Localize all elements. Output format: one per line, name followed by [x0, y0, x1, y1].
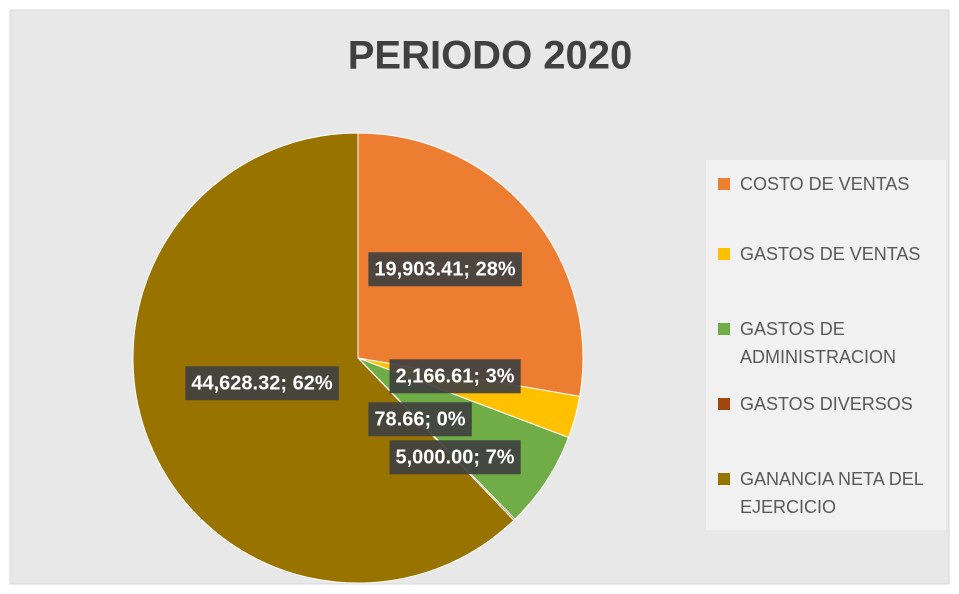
legend-item: GASTOS DE VENTAS: [718, 240, 943, 268]
legend-label: COSTO DE VENTAS: [740, 174, 910, 194]
data-label: 5,000.00; 7%: [396, 446, 515, 468]
data-label-box: [368, 252, 522, 287]
legend-swatch: [718, 178, 730, 190]
chart-title: PERIODO 2020: [348, 34, 633, 78]
legend-swatch: [718, 398, 730, 410]
data-label: 44,628.32; 62%: [191, 372, 332, 394]
data-label-box: [185, 366, 339, 401]
legend-item: COSTO DE VENTAS: [718, 170, 943, 198]
legend-item: GASTOS DE ADMINISTRACION: [718, 315, 943, 371]
legend-label: GASTOS DE ADMINISTRACION: [740, 319, 897, 367]
data-label: 78.66; 0%: [374, 408, 465, 430]
legend-swatch: [718, 248, 730, 260]
legend-item: GANANCIA NETA DEL EJERCICIO: [718, 465, 943, 521]
data-label-box: [368, 402, 472, 437]
legend: COSTO DE VENTAS GASTOS DE VENTAS GASTOS DE…: [706, 160, 946, 530]
data-label-box: [389, 359, 521, 394]
legend-label: GASTOS DIVERSOS: [740, 394, 913, 414]
legend-label: GANANCIA NETA DEL EJERCICIO: [740, 469, 924, 517]
data-label: 2,166.61; 3%: [396, 365, 515, 387]
legend-label: GASTOS DE VENTAS: [740, 244, 921, 264]
legend-swatch: [718, 473, 730, 485]
data-label-box: [389, 440, 521, 475]
legend-swatch: [718, 323, 730, 335]
legend-item: GASTOS DIVERSOS: [718, 390, 943, 418]
data-label: 19,903.41; 28%: [374, 258, 515, 280]
